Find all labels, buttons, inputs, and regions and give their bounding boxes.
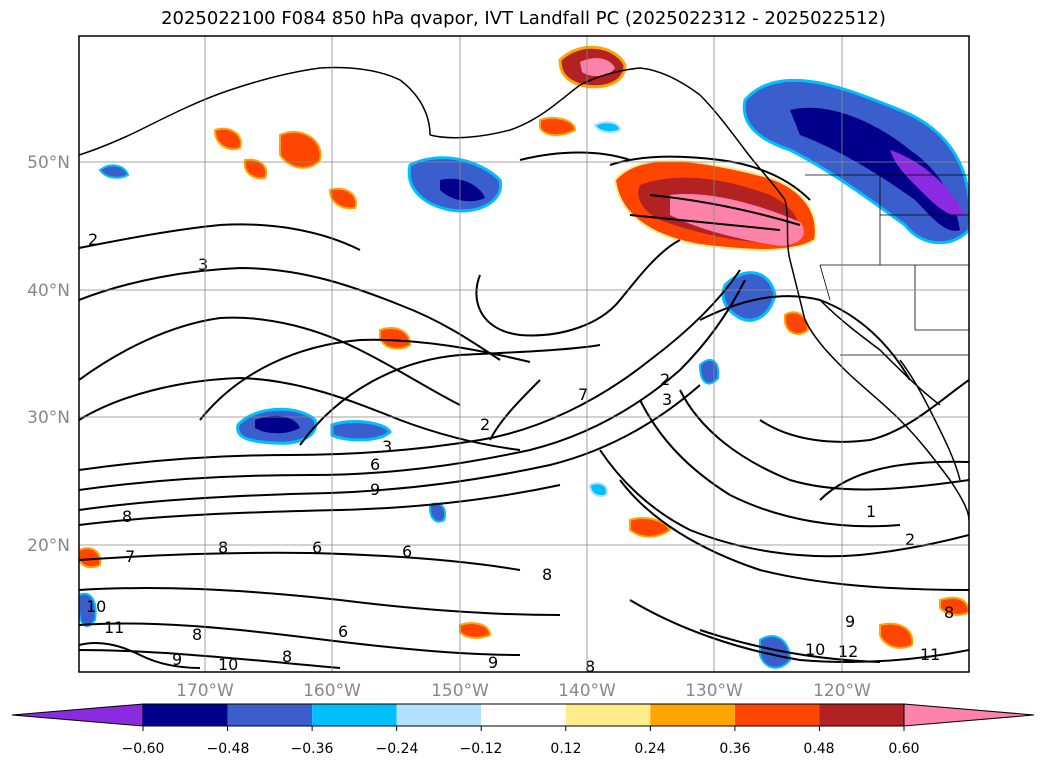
latitude-labels: 50°N 40°N 30°N 20°N xyxy=(27,153,70,556)
contour-label: 11 xyxy=(920,645,940,664)
contour-label: 7 xyxy=(125,547,135,566)
lon-label-150w: 150°W xyxy=(431,681,489,701)
colorbar-extend-min xyxy=(11,703,144,727)
contour-label: 8 xyxy=(542,565,552,584)
contour-label: 7 xyxy=(578,385,588,404)
contour-label: 3 xyxy=(662,390,672,409)
contour-label: 12 xyxy=(838,642,858,661)
colorbar-tick-label: 0.36 xyxy=(719,741,750,757)
contour-label: 1 xyxy=(866,502,876,521)
colorbar-tick-label: −0.60 xyxy=(122,741,165,757)
lon-label-160w: 160°W xyxy=(303,681,361,701)
contour-label: 6 xyxy=(338,622,348,641)
lon-label-170w: 170°W xyxy=(176,681,234,701)
contour-label: 9 xyxy=(488,653,498,672)
contour-label: 10 xyxy=(218,655,238,674)
contour-label: 2 xyxy=(660,370,670,389)
contour-label: 3 xyxy=(198,255,208,274)
colorbar-swatch xyxy=(396,704,482,726)
colorbar-swatch xyxy=(819,704,904,726)
colorbar-swatch xyxy=(143,704,228,726)
colorbar-swatch xyxy=(734,704,820,726)
lon-label-120w: 120°W xyxy=(813,681,871,701)
contour-label: 6 xyxy=(402,542,412,561)
colorbar-swatch xyxy=(565,704,651,726)
colorbar-tick-label: 0.24 xyxy=(634,741,665,757)
colorbar-outline xyxy=(142,703,905,727)
colorbar-labels: −0.60 −0.48 −0.36 −0.24 −0.12 0.12 0.24 … xyxy=(122,741,920,757)
contour-label: 10 xyxy=(805,640,825,659)
contour-label: 8 xyxy=(192,625,202,644)
lat-label-20n: 20°N xyxy=(27,536,70,556)
contour-label: 2 xyxy=(480,415,490,434)
colorbar xyxy=(11,703,1035,731)
graticule xyxy=(79,36,969,672)
lat-label-30n: 30°N xyxy=(27,408,70,428)
map-frame xyxy=(78,35,970,673)
contour-label: 2 xyxy=(88,230,98,249)
contour-label: 8 xyxy=(282,647,292,666)
contour-label: 3 xyxy=(382,437,392,456)
contour-label-group: 2 3 2 3 6 9 8 8 6 6 8 10 11 9 8 10 8 7 9… xyxy=(86,230,954,676)
colorbar-tick-label: −0.48 xyxy=(207,741,250,757)
contour-label: 2 xyxy=(905,530,915,549)
colorbar-tick-label: 0.60 xyxy=(888,741,919,757)
colorbar-swatch xyxy=(227,704,313,726)
contour-label: 10 xyxy=(86,597,106,616)
contour-label: 8 xyxy=(122,507,132,526)
lat-label-50n: 50°N xyxy=(27,153,70,173)
colorbar-swatch xyxy=(312,704,397,726)
colorbar-swatch xyxy=(481,704,566,726)
contour-label: 9 xyxy=(172,650,182,669)
contour-label: 11 xyxy=(104,618,124,637)
colorbar-tick-label: −0.24 xyxy=(376,741,419,757)
map-title: 2025022100 F084 850 hPa qvapor, IVT Land… xyxy=(161,8,886,29)
contour-label: 6 xyxy=(312,538,322,557)
contour-label: 9 xyxy=(845,612,855,631)
contour-label: 8 xyxy=(585,657,595,676)
colorbar-tick-label: −0.36 xyxy=(291,741,334,757)
colorbar-tick-label: −0.12 xyxy=(460,741,503,757)
contour-label: 6 xyxy=(370,455,380,474)
colorbar-tick-label: 0.12 xyxy=(550,741,581,757)
contour-label: 8 xyxy=(218,538,228,557)
contour-label: 9 xyxy=(370,480,380,499)
colorbar-tick-label: 0.48 xyxy=(803,741,834,757)
lon-label-130w: 130°W xyxy=(685,681,743,701)
colorbar-extend-max xyxy=(903,703,1035,727)
longitude-labels: 170°W 160°W 150°W 140°W 130°W 120°W xyxy=(176,681,871,701)
lat-label-40n: 40°N xyxy=(27,281,70,301)
contour-label: 8 xyxy=(944,603,954,622)
political-borders xyxy=(805,174,969,356)
contour-lines xyxy=(79,151,969,669)
lon-label-140w: 140°W xyxy=(558,681,616,701)
colorbar-swatch xyxy=(650,704,735,726)
